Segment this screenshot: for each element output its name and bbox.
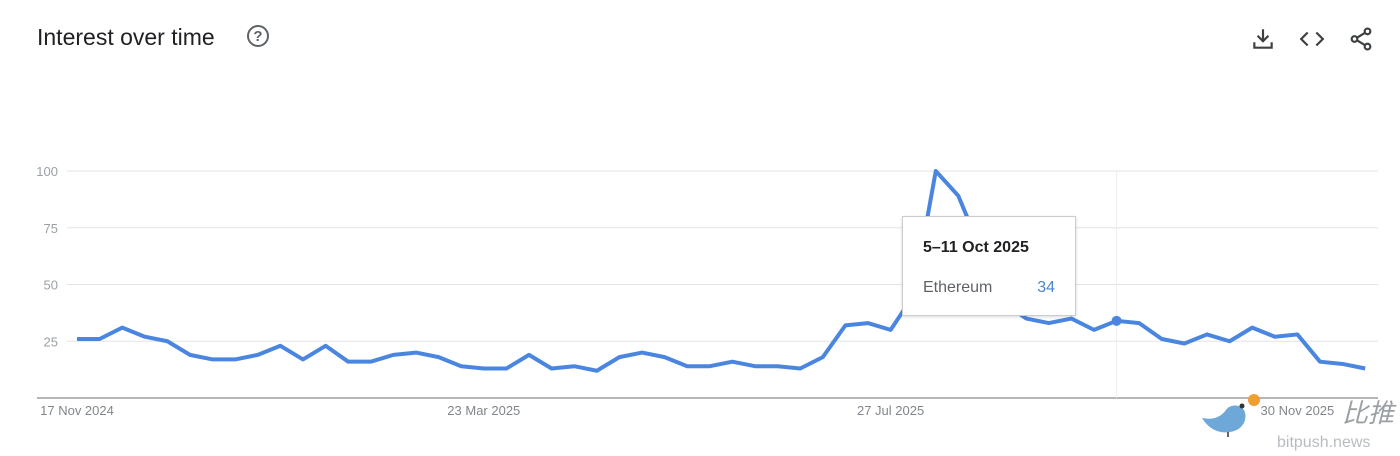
y-tick-label: 100	[36, 164, 58, 179]
embed-code-icon[interactable]	[1299, 26, 1325, 52]
data-point	[1111, 315, 1122, 326]
share-icon[interactable]	[1348, 26, 1374, 52]
watermark-text: bitpush.news	[1277, 434, 1371, 451]
tooltip-series-name: Ethereum	[923, 279, 993, 296]
tooltip: 5–11 Oct 2025 Ethereum 34	[902, 216, 1076, 316]
y-tick-label: 50	[44, 278, 58, 293]
bitpush-logo	[1200, 390, 1260, 445]
tooltip-date: 5–11 Oct 2025	[923, 239, 1029, 256]
series-line-ethereum	[77, 169, 1366, 373]
x-tick-label: 17 Nov 2024	[40, 403, 114, 418]
watermark-chinese: 比推	[1342, 398, 1395, 428]
tooltip-value: 34	[1037, 279, 1055, 296]
x-tick-label: 23 Mar 2025	[447, 403, 520, 418]
y-tick-label: 25	[44, 334, 58, 349]
question-circle-icon[interactable]: ?	[247, 25, 269, 47]
download-icon[interactable]	[1250, 26, 1276, 52]
y-tick-label: 75	[44, 221, 58, 236]
x-tick-label: 27 Jul 2025	[857, 403, 924, 418]
chart-title: Interest over time	[37, 24, 215, 50]
x-tick-label: 30 Nov 2025	[1261, 403, 1335, 418]
